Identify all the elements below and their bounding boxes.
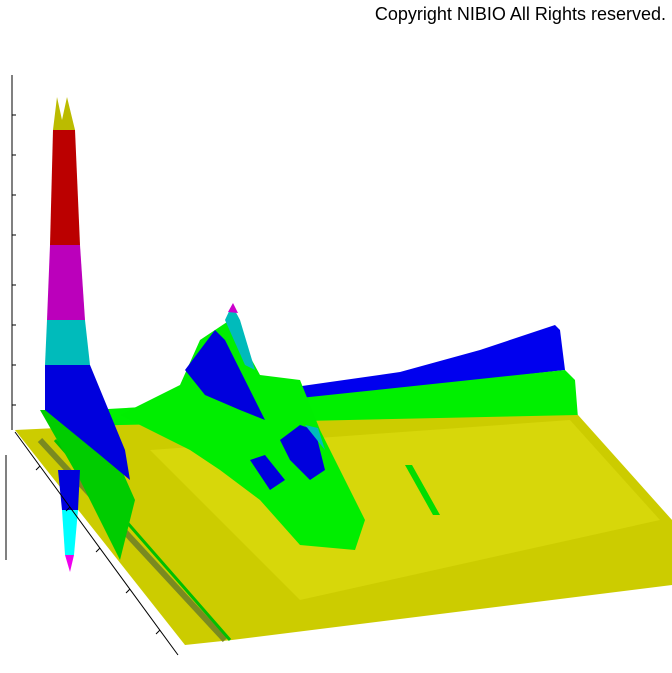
peak-top — [53, 97, 75, 130]
small-ridge — [405, 465, 440, 515]
cluster-cyan — [225, 305, 255, 370]
peak-cyan — [45, 320, 90, 365]
x-axis — [14, 431, 179, 656]
dip-cyan — [62, 510, 78, 555]
cluster-magenta — [228, 303, 238, 313]
dip-magenta — [65, 555, 74, 572]
cluster-blue-3 — [250, 455, 285, 490]
cluster-blue-2 — [280, 425, 325, 480]
peak-magenta — [47, 245, 85, 320]
cluster-blue — [185, 330, 265, 420]
peak-red — [50, 130, 80, 245]
dip-blue — [58, 470, 80, 510]
axis-ticks — [12, 114, 161, 635]
peak-blue — [45, 365, 130, 480]
cluster-cyan-2 — [305, 425, 325, 450]
copyright: Copyright NIBIO All Rights reserved. — [374, 4, 666, 24]
blue-band — [260, 325, 565, 400]
cluster-green — [120, 320, 365, 550]
